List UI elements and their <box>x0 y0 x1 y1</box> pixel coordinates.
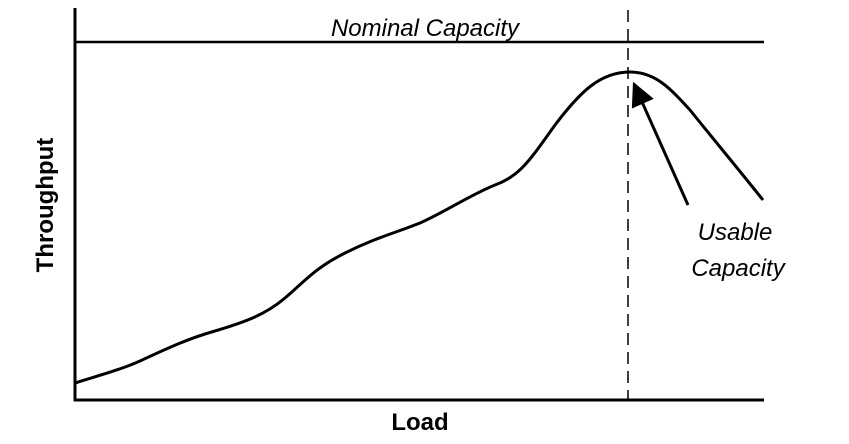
title: Nominal Capacity <box>331 15 521 42</box>
x-axis-label: Load <box>391 409 448 436</box>
annotation-line: Usable <box>698 219 773 246</box>
annotation-line: Capacity <box>691 255 786 282</box>
throughput-curve <box>74 70 765 385</box>
annotation-arrow <box>631 81 690 206</box>
y-axis-label: Throughput <box>32 138 59 273</box>
